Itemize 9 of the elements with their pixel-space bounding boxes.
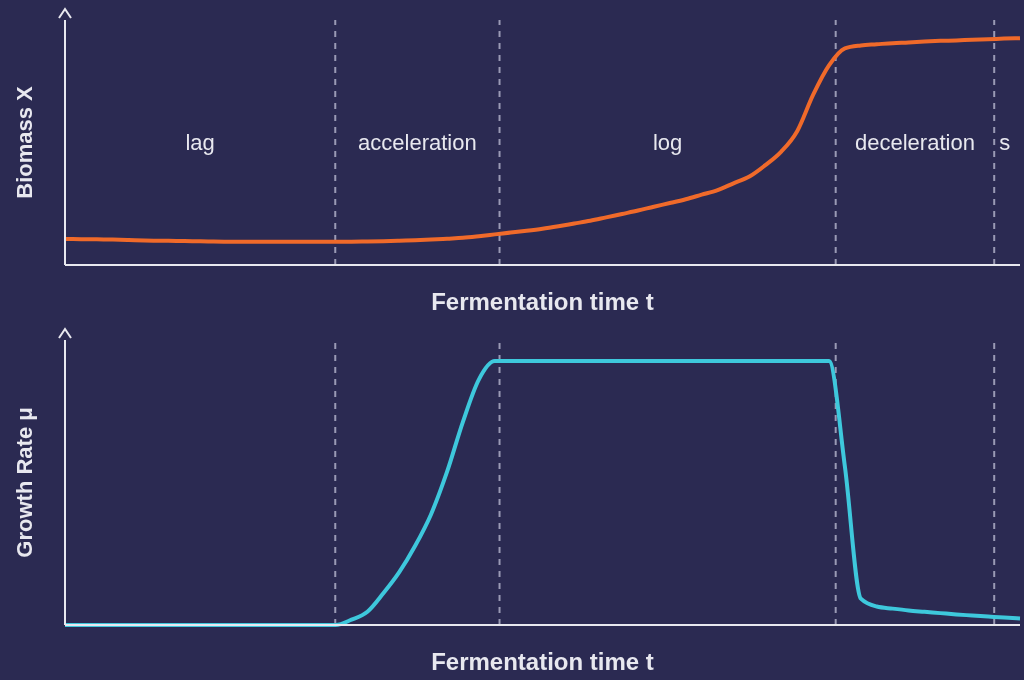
y-axis-title: Growth Rate μ [11, 407, 37, 558]
x-axis-title: Fermentation time t [431, 288, 654, 315]
annotation: acceleration [358, 130, 477, 156]
annotation: s [999, 130, 1011, 156]
x-axis-title: Fermentation time t [431, 648, 654, 675]
y-axis-title: Biomass X [11, 85, 37, 199]
annotation: log [652, 130, 683, 156]
annotation: deceleration [855, 130, 975, 156]
annotation: lag [185, 130, 215, 156]
